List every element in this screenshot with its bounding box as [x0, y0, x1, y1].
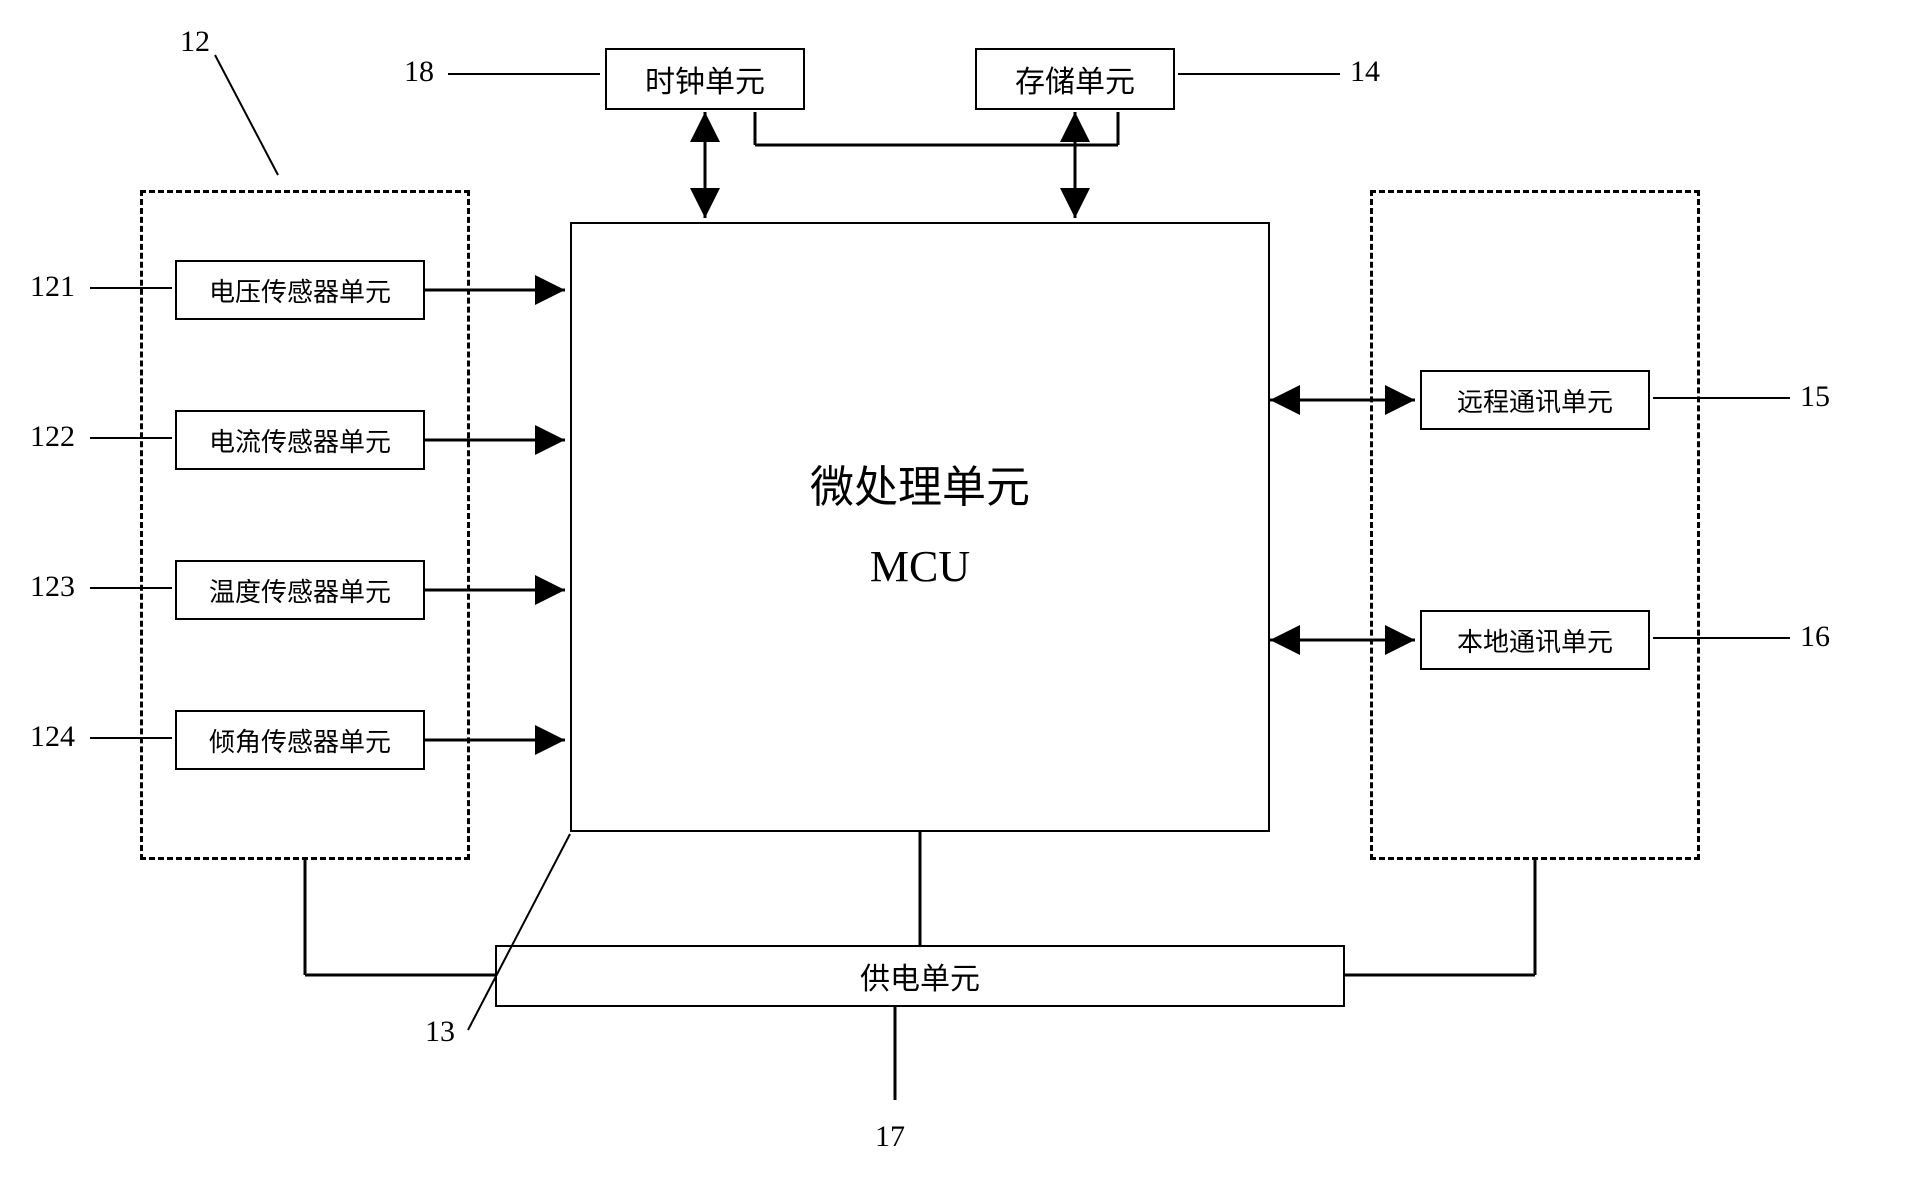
- clock-label: 时钟单元: [645, 57, 765, 101]
- ref-13: 13: [425, 1015, 455, 1049]
- temp-sensor: 温度传感器单元: [175, 560, 425, 620]
- voltage-sensor-label: 电压传感器单元: [209, 272, 391, 309]
- remote-comm: 远程通讯单元: [1420, 370, 1650, 430]
- current-sensor-label: 电流传感器单元: [209, 422, 391, 459]
- remote-comm-label: 远程通讯单元: [1457, 382, 1613, 419]
- power-label: 供电单元: [860, 954, 980, 998]
- power-unit: 供电单元: [495, 945, 1345, 1007]
- ref-12: 12: [180, 25, 210, 59]
- ref-121: 121: [30, 270, 75, 304]
- tilt-sensor-label: 倾角传感器单元: [209, 722, 391, 759]
- clock-unit: 时钟单元: [605, 48, 805, 110]
- mcu-block: 微处理单元 MCU: [570, 222, 1270, 832]
- ref-18: 18: [404, 55, 434, 89]
- mcu-line2: MCU: [810, 527, 1030, 606]
- ref-15: 15: [1800, 380, 1830, 414]
- tilt-sensor: 倾角传感器单元: [175, 710, 425, 770]
- ref-16: 16: [1800, 620, 1830, 654]
- local-comm-label: 本地通讯单元: [1457, 622, 1613, 659]
- storage-label: 存储单元: [1015, 57, 1135, 101]
- ref-14: 14: [1350, 55, 1380, 89]
- ref-124: 124: [30, 720, 75, 754]
- ref-122: 122: [30, 420, 75, 454]
- storage-unit: 存储单元: [975, 48, 1175, 110]
- ref-123: 123: [30, 570, 75, 604]
- mcu-label: 微处理单元 MCU: [810, 448, 1030, 606]
- mcu-line1: 微处理单元: [810, 448, 1030, 527]
- block-diagram: 微处理单元 MCU 时钟单元 存储单元 电压传感器单元 电流传感器单元 温度传感…: [0, 0, 1924, 1179]
- current-sensor: 电流传感器单元: [175, 410, 425, 470]
- local-comm: 本地通讯单元: [1420, 610, 1650, 670]
- comm-group: [1370, 190, 1700, 860]
- voltage-sensor: 电压传感器单元: [175, 260, 425, 320]
- ref-17: 17: [875, 1120, 905, 1154]
- temp-sensor-label: 温度传感器单元: [209, 572, 391, 609]
